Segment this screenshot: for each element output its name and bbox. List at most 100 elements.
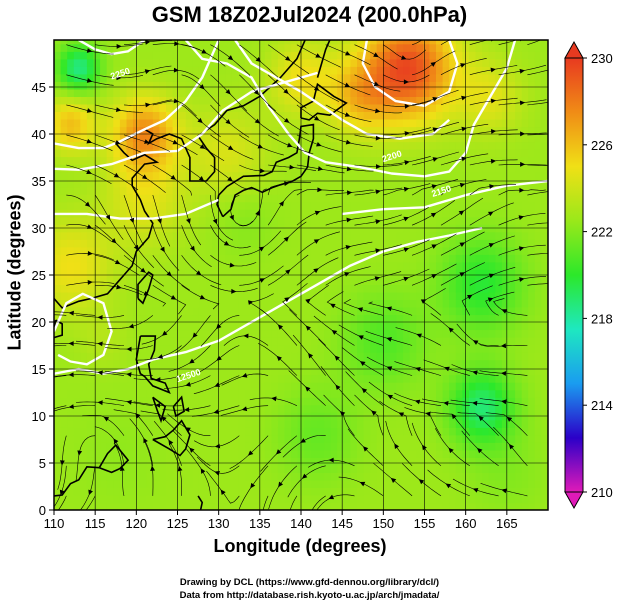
field-cell <box>60 307 68 316</box>
field-cell <box>119 239 128 248</box>
field-cell <box>238 359 246 368</box>
field-cell <box>462 344 470 353</box>
field-cell <box>198 389 207 398</box>
field-cell <box>422 156 431 165</box>
field-cell <box>501 239 510 248</box>
field-cell <box>54 284 62 293</box>
field-cell <box>429 457 437 466</box>
field-cell <box>93 43 101 52</box>
field-cell <box>363 126 371 135</box>
field-cell <box>324 164 332 173</box>
field-cell <box>146 254 154 263</box>
streamline-arrow <box>86 138 93 144</box>
field-cell <box>482 156 490 165</box>
field-cell <box>363 344 371 353</box>
field-cell <box>350 502 358 510</box>
field-cell <box>343 427 351 436</box>
field-cell <box>436 141 444 150</box>
field-cell <box>534 134 542 143</box>
field-cell <box>86 111 95 120</box>
field-cell <box>159 307 167 316</box>
field-cell <box>501 352 510 361</box>
field-cell <box>304 352 312 361</box>
field-cell <box>528 43 536 52</box>
field-cell <box>449 479 457 488</box>
field-cell <box>383 201 391 210</box>
field-cell <box>363 374 371 383</box>
field-cell <box>403 119 411 128</box>
field-cell <box>100 66 108 75</box>
field-cell <box>258 179 266 188</box>
field-cell <box>218 464 226 473</box>
field-cell <box>350 314 358 323</box>
field-cell <box>73 111 81 120</box>
field-cell <box>100 472 108 481</box>
field-cell <box>330 322 338 331</box>
field-cell <box>449 246 457 255</box>
field-cell <box>185 291 193 300</box>
field-cell <box>370 464 378 473</box>
field-cell <box>172 487 180 496</box>
field-cell <box>389 254 398 263</box>
field-cell <box>113 322 121 331</box>
field-cell <box>350 216 358 225</box>
field-cell <box>462 209 470 218</box>
field-cell <box>80 397 88 406</box>
field-cell <box>179 81 187 90</box>
field-cell <box>462 73 470 82</box>
field-cell <box>271 427 279 436</box>
field-cell <box>541 479 548 488</box>
field-cell <box>231 397 239 406</box>
field-cell <box>67 276 75 285</box>
field-cell <box>317 73 325 82</box>
field-cell <box>113 88 121 97</box>
field-cell <box>304 502 312 510</box>
field-cell <box>113 299 121 308</box>
field-cell <box>277 254 286 263</box>
field-cell <box>409 186 417 195</box>
field-cell <box>106 434 114 443</box>
field-cell <box>422 88 431 97</box>
coastline-segment <box>98 443 130 474</box>
field-cell <box>429 382 437 391</box>
field-cell <box>139 119 147 128</box>
field-cell <box>166 216 174 225</box>
field-cell <box>284 194 292 203</box>
field-cell <box>534 359 542 368</box>
field-cell <box>324 186 332 195</box>
field-cell <box>251 246 259 255</box>
field-cell <box>357 299 365 308</box>
field-cell <box>541 186 548 195</box>
field-cell <box>541 40 548 45</box>
field-cell <box>357 231 365 240</box>
field-cell <box>357 329 365 338</box>
field-cell <box>179 449 187 458</box>
field-cell <box>139 231 147 240</box>
field-cell <box>469 119 477 128</box>
field-cell <box>528 81 536 90</box>
field-cell <box>357 367 365 376</box>
field-cell <box>179 389 187 398</box>
field-cell <box>304 276 312 285</box>
field-cell <box>192 119 200 128</box>
field-cell <box>449 374 457 383</box>
field-cell <box>192 487 200 496</box>
field-cell <box>436 472 444 481</box>
field-cell <box>436 337 444 346</box>
field-cell <box>60 442 68 451</box>
field-cell <box>113 186 121 195</box>
field-cell <box>231 329 239 338</box>
field-cell <box>93 149 101 158</box>
field-cell <box>80 73 88 82</box>
field-cell <box>482 472 490 481</box>
field-cell <box>330 179 338 188</box>
field-cell <box>106 291 114 300</box>
field-cell <box>363 156 371 165</box>
field-cell <box>126 359 134 368</box>
field-cell <box>330 359 338 368</box>
field-cell <box>225 164 233 173</box>
field-cell <box>515 397 523 406</box>
field-cell <box>482 246 490 255</box>
field-cell <box>291 284 299 293</box>
field-cell <box>396 434 404 443</box>
